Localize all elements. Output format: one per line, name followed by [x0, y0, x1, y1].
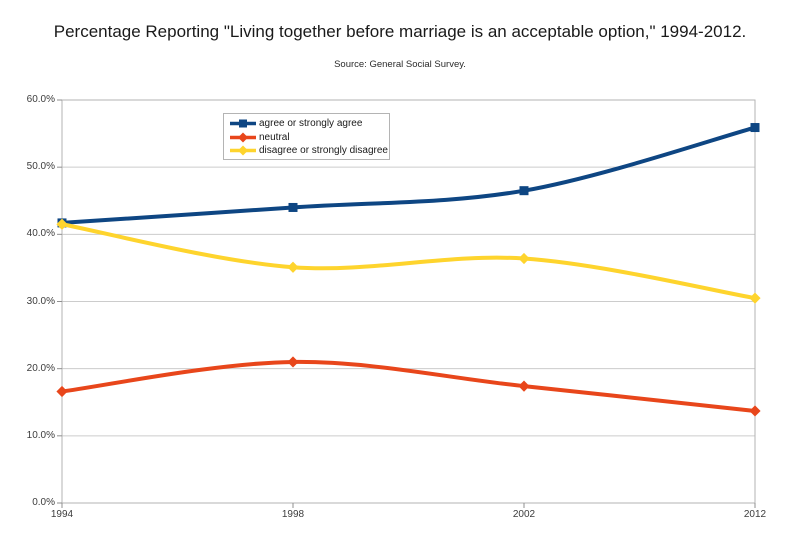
series-line-neutral — [60, 359, 757, 413]
legend-marker-disagree-or-strongly-disagree — [230, 145, 256, 156]
legend-label: agree or strongly agree — [259, 118, 363, 130]
y-axis-tick-label: 0.0% — [32, 497, 55, 508]
data-point-marker — [518, 252, 530, 265]
data-point-marker — [519, 186, 529, 196]
x-axis-tick-label: 2012 — [743, 509, 767, 520]
legend-item-agree-or-strongly-agree: agree or strongly agree — [230, 117, 389, 131]
legend-label: disagree or strongly disagree — [259, 145, 388, 157]
axis-ticks — [57, 99, 756, 508]
series-disagree-or-strongly-disagree — [56, 218, 761, 304]
data-point-marker — [518, 380, 530, 392]
data-point-marker — [749, 292, 761, 304]
data-point-marker — [287, 356, 299, 368]
y-axis-tick-label: 60.0% — [26, 94, 55, 105]
y-axis-tick-label: 40.0% — [26, 228, 55, 240]
chart-subtitle: Source: General Social Survey. — [334, 59, 466, 70]
y-axis-tick-label: 30.0% — [26, 295, 55, 307]
legend: agree or strongly agree neutral disagree o… — [223, 113, 390, 160]
x-axis-tick-label: 2002 — [512, 509, 536, 520]
data-point-marker — [288, 202, 298, 212]
series-line-disagree-or-strongly-disagree — [60, 222, 757, 301]
y-axis-tick-label: 50.0% — [26, 161, 55, 173]
data-point-marker — [287, 261, 299, 273]
y-axis-tick-label: 20.0% — [26, 362, 55, 374]
legend-item-neutral: neutral — [230, 131, 389, 145]
chart-title: Percentage Reporting "Living together be… — [53, 22, 747, 41]
data-point-marker — [56, 218, 68, 230]
data-point-marker — [56, 385, 68, 398]
data-point-marker — [750, 123, 760, 133]
legend-marker-agree-or-strongly-agree — [230, 119, 256, 128]
y-axis-tick-label: 10.0% — [26, 429, 55, 441]
legend-marker-neutral — [230, 132, 256, 143]
series-neutral — [56, 356, 761, 417]
legend-label: neutral — [259, 131, 290, 143]
series-agree-or-strongly-agree — [57, 123, 760, 228]
x-axis-tick-label: 1998 — [281, 509, 305, 520]
x-axis-tick-label: 1994 — [50, 509, 74, 520]
legend-item-disagree-or-strongly-disagree: disagree or strongly disagree — [230, 144, 389, 158]
data-point-marker — [749, 405, 761, 417]
series-line-agree-or-strongly-agree — [60, 125, 757, 225]
